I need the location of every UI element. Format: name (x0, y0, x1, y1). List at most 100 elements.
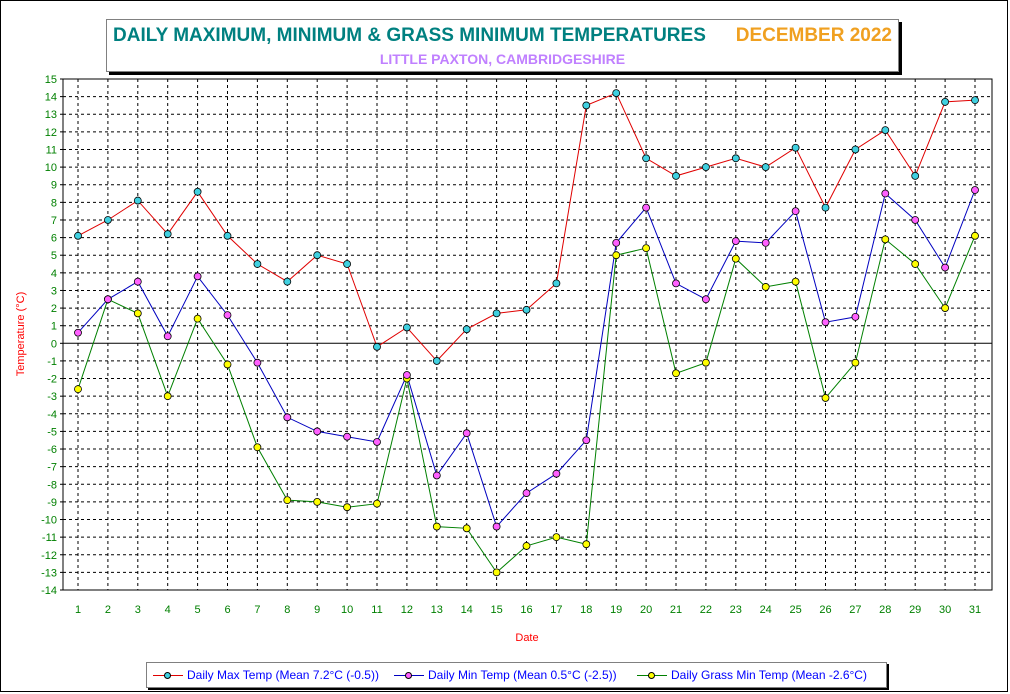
chart-subtitle: LITTLE PAXTON, CAMBRIDGESHIRE (379, 51, 626, 67)
data-point-grass (821, 394, 830, 402)
x-tick-label: 27 (849, 604, 861, 616)
y-tick-label: -10 (41, 515, 57, 527)
data-point-min (74, 328, 82, 337)
data-point-max (373, 342, 381, 351)
data-point-min (432, 471, 441, 480)
data-point-min (731, 237, 740, 246)
x-tick-label: 9 (314, 604, 320, 616)
data-point-grass (133, 309, 142, 318)
data-point-grass (373, 499, 381, 508)
data-point-max (223, 231, 232, 240)
x-tick-label: 26 (819, 604, 831, 616)
x-tick-label: 11 (371, 604, 382, 616)
x-tick-label: 22 (700, 604, 712, 616)
data-point-grass (313, 497, 322, 506)
data-point-grass (911, 260, 920, 268)
chart-period: DECEMBER 2022 (735, 25, 892, 46)
data-point-min (881, 189, 890, 198)
data-point-grass (462, 524, 471, 533)
data-point-grass (253, 443, 262, 452)
y-tick-label: -6 (47, 444, 57, 456)
data-point-min (971, 186, 979, 194)
data-point-max (492, 309, 501, 318)
y-axis-label: Temperature (°C) (15, 292, 27, 376)
data-point-min (343, 432, 352, 441)
data-point-max (761, 163, 770, 172)
x-tick-label: 25 (789, 604, 801, 616)
x-tick-label: 31 (969, 604, 981, 616)
y-tick-label: -5 (47, 426, 57, 438)
legend-swatch-max (153, 670, 183, 682)
x-tick-labels: 1 2 3 4 5 6 7 8 9 10 11 12 13 14 15 16 17 18 19 20 21 22 23 24 2… (75, 604, 981, 616)
data-point-grass (582, 540, 591, 549)
x-tick-label: 3 (135, 604, 141, 616)
y-tick-label: 0 (51, 338, 57, 350)
y-tick-label: -11 (42, 532, 57, 544)
y-tick-label: -8 (47, 479, 57, 491)
data-point-min (761, 238, 770, 247)
data-point-max (612, 89, 621, 97)
y-tick-label: 9 (51, 180, 57, 192)
data-point-grass (851, 358, 860, 367)
x-tick-label: 10 (341, 604, 353, 616)
title-box: DAILY MAXIMUM, MINIMUM & GRASS MINIMUM T… (106, 19, 899, 72)
y-tick-label: 6 (51, 233, 57, 245)
legend-item-max: Daily Max Temp (Mean 7.2°C (-0.5)) (153, 668, 379, 684)
data-point-min (821, 318, 830, 327)
data-point-max (552, 279, 561, 288)
data-point-max (971, 96, 979, 105)
data-point-max (642, 154, 650, 163)
chart-title: DAILY MAXIMUM, MINIMUM & GRASS MINIMUM T… (113, 25, 706, 46)
x-axis-label: Date (515, 632, 538, 644)
y-tick-label: 10 (45, 162, 57, 174)
legend-label-min: Daily Min Temp (Mean 0.5°C (-2.5)) (428, 668, 617, 682)
x-tick-label: 4 (165, 604, 171, 616)
y-tick-label: 7 (51, 215, 57, 227)
data-point-grass (522, 542, 531, 550)
data-point-max (881, 126, 890, 135)
y-tick-label: -7 (47, 462, 57, 474)
y-tick-label: 2 (51, 303, 57, 315)
data-point-max (253, 260, 262, 268)
x-tick-label: 28 (879, 604, 891, 616)
data-point-grass (971, 231, 979, 240)
y-tick-label: 14 (45, 92, 57, 104)
data-point-grass (702, 358, 710, 367)
data-point-min (253, 358, 262, 367)
x-tick-label: 17 (550, 604, 562, 616)
data-point-grass (761, 283, 770, 291)
grid (60, 78, 993, 591)
legend-label-max: Daily Max Temp (Mean 7.2°C (-0.5)) (187, 668, 379, 682)
x-tick-label: 23 (730, 604, 742, 616)
series-group (74, 89, 979, 577)
data-point-min (552, 469, 561, 478)
data-point-min (612, 238, 621, 247)
x-tick-label: 18 (580, 604, 592, 616)
data-point-grass (492, 568, 501, 577)
data-point-grass (642, 244, 650, 253)
x-tick-label: 30 (939, 604, 951, 616)
y-tick-labels: -14-13-12-11-10-9-8-7-6-5-4-3-2-10123456… (41, 74, 57, 597)
y-tick-label: 11 (46, 144, 57, 156)
data-point-max (851, 145, 860, 154)
data-point-min (283, 413, 292, 422)
y-tick-label: -3 (47, 391, 57, 403)
data-point-grass (283, 496, 292, 505)
data-point-grass (791, 277, 800, 286)
data-point-max (821, 203, 830, 212)
data-point-max (283, 277, 292, 286)
data-point-min (791, 207, 800, 216)
data-point-min (133, 277, 142, 286)
y-tick-label: -4 (47, 409, 57, 421)
data-point-min (851, 312, 860, 321)
data-point-max (791, 143, 800, 152)
x-tick-label: 2 (105, 604, 111, 616)
data-point-min (582, 436, 591, 445)
legend-label-grass: Daily Grass Min Temp (Mean -2.6°C) (671, 668, 867, 682)
data-point-max (402, 323, 411, 332)
plot-area (62, 78, 993, 591)
y-tick-label: -1 (47, 356, 57, 368)
data-point-max (313, 251, 322, 260)
data-point-max (104, 216, 112, 224)
